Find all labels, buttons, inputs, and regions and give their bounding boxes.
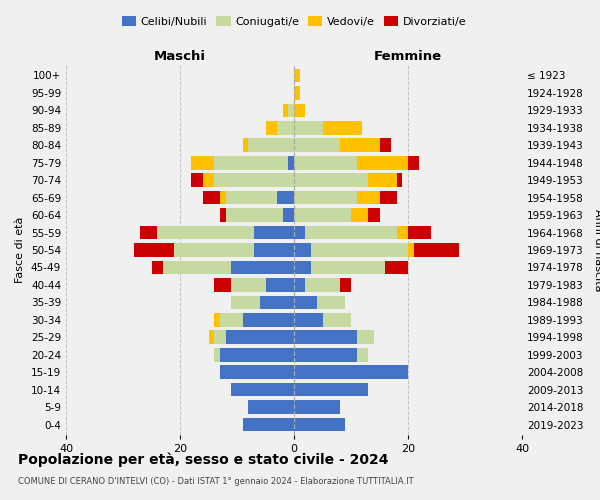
- Text: Maschi: Maschi: [154, 50, 206, 64]
- Bar: [385, 260, 408, 274]
- Bar: [294, 330, 356, 344]
- Bar: [220, 366, 294, 379]
- Bar: [294, 313, 323, 326]
- Bar: [317, 296, 346, 309]
- Bar: [294, 383, 368, 396]
- Bar: [243, 138, 248, 152]
- Bar: [191, 156, 214, 170]
- Bar: [340, 278, 351, 291]
- Bar: [232, 296, 260, 309]
- Bar: [242, 418, 294, 432]
- Bar: [311, 260, 385, 274]
- Bar: [254, 243, 294, 257]
- Bar: [294, 400, 340, 414]
- Bar: [277, 121, 294, 134]
- Bar: [226, 208, 283, 222]
- Bar: [340, 138, 380, 152]
- Bar: [203, 174, 214, 187]
- Bar: [294, 226, 305, 239]
- Bar: [289, 104, 294, 117]
- Bar: [163, 260, 232, 274]
- Bar: [380, 138, 391, 152]
- Bar: [175, 243, 254, 257]
- Bar: [209, 330, 214, 344]
- Bar: [294, 156, 356, 170]
- Bar: [265, 121, 277, 134]
- Bar: [294, 243, 311, 257]
- Bar: [294, 174, 368, 187]
- Bar: [351, 208, 368, 222]
- Bar: [323, 313, 351, 326]
- Bar: [134, 243, 175, 257]
- Bar: [294, 278, 305, 291]
- Bar: [294, 208, 351, 222]
- Bar: [254, 226, 294, 239]
- Bar: [242, 313, 294, 326]
- Text: Popolazione per età, sesso e stato civile - 2024: Popolazione per età, sesso e stato civil…: [18, 452, 389, 467]
- Bar: [294, 366, 408, 379]
- Bar: [214, 348, 220, 362]
- Bar: [397, 174, 403, 187]
- Bar: [311, 243, 408, 257]
- Bar: [294, 260, 311, 274]
- Bar: [294, 86, 300, 100]
- Bar: [294, 191, 356, 204]
- Bar: [214, 330, 226, 344]
- Legend: Celibi/Nubili, Coniugati/e, Vedovi/e, Divorziati/e: Celibi/Nubili, Coniugati/e, Vedovi/e, Di…: [118, 12, 470, 31]
- Bar: [408, 243, 414, 257]
- Bar: [294, 418, 346, 432]
- Bar: [305, 278, 340, 291]
- Bar: [294, 121, 323, 134]
- Bar: [397, 226, 408, 239]
- Bar: [294, 104, 305, 117]
- Bar: [191, 174, 203, 187]
- Bar: [214, 313, 220, 326]
- Bar: [368, 208, 380, 222]
- Bar: [294, 138, 340, 152]
- Bar: [408, 226, 431, 239]
- Bar: [140, 226, 157, 239]
- Bar: [220, 208, 226, 222]
- Bar: [214, 174, 294, 187]
- Text: Femmine: Femmine: [374, 50, 442, 64]
- Bar: [157, 226, 254, 239]
- Bar: [283, 104, 289, 117]
- Bar: [203, 191, 220, 204]
- Bar: [408, 156, 419, 170]
- Bar: [356, 330, 374, 344]
- Bar: [294, 348, 356, 362]
- Bar: [265, 278, 294, 291]
- Bar: [277, 191, 294, 204]
- Bar: [305, 226, 397, 239]
- Bar: [226, 191, 277, 204]
- Bar: [294, 68, 300, 82]
- Bar: [232, 260, 294, 274]
- Bar: [220, 313, 242, 326]
- Bar: [232, 383, 294, 396]
- Bar: [248, 400, 294, 414]
- Bar: [368, 174, 397, 187]
- Y-axis label: Anni di nascita: Anni di nascita: [593, 209, 600, 291]
- Y-axis label: Fasce di età: Fasce di età: [16, 217, 25, 283]
- Bar: [380, 191, 397, 204]
- Bar: [356, 191, 380, 204]
- Bar: [214, 278, 232, 291]
- Bar: [356, 156, 408, 170]
- Bar: [283, 208, 294, 222]
- Bar: [232, 278, 265, 291]
- Bar: [248, 138, 294, 152]
- Bar: [214, 156, 289, 170]
- Text: COMUNE DI CERANO D'INTELVI (CO) - Dati ISTAT 1° gennaio 2024 - Elaborazione TUTT: COMUNE DI CERANO D'INTELVI (CO) - Dati I…: [18, 478, 413, 486]
- Bar: [289, 156, 294, 170]
- Bar: [323, 121, 362, 134]
- Bar: [220, 348, 294, 362]
- Bar: [294, 296, 317, 309]
- Bar: [414, 243, 460, 257]
- Bar: [260, 296, 294, 309]
- Bar: [356, 348, 368, 362]
- Bar: [151, 260, 163, 274]
- Bar: [220, 191, 226, 204]
- Bar: [226, 330, 294, 344]
